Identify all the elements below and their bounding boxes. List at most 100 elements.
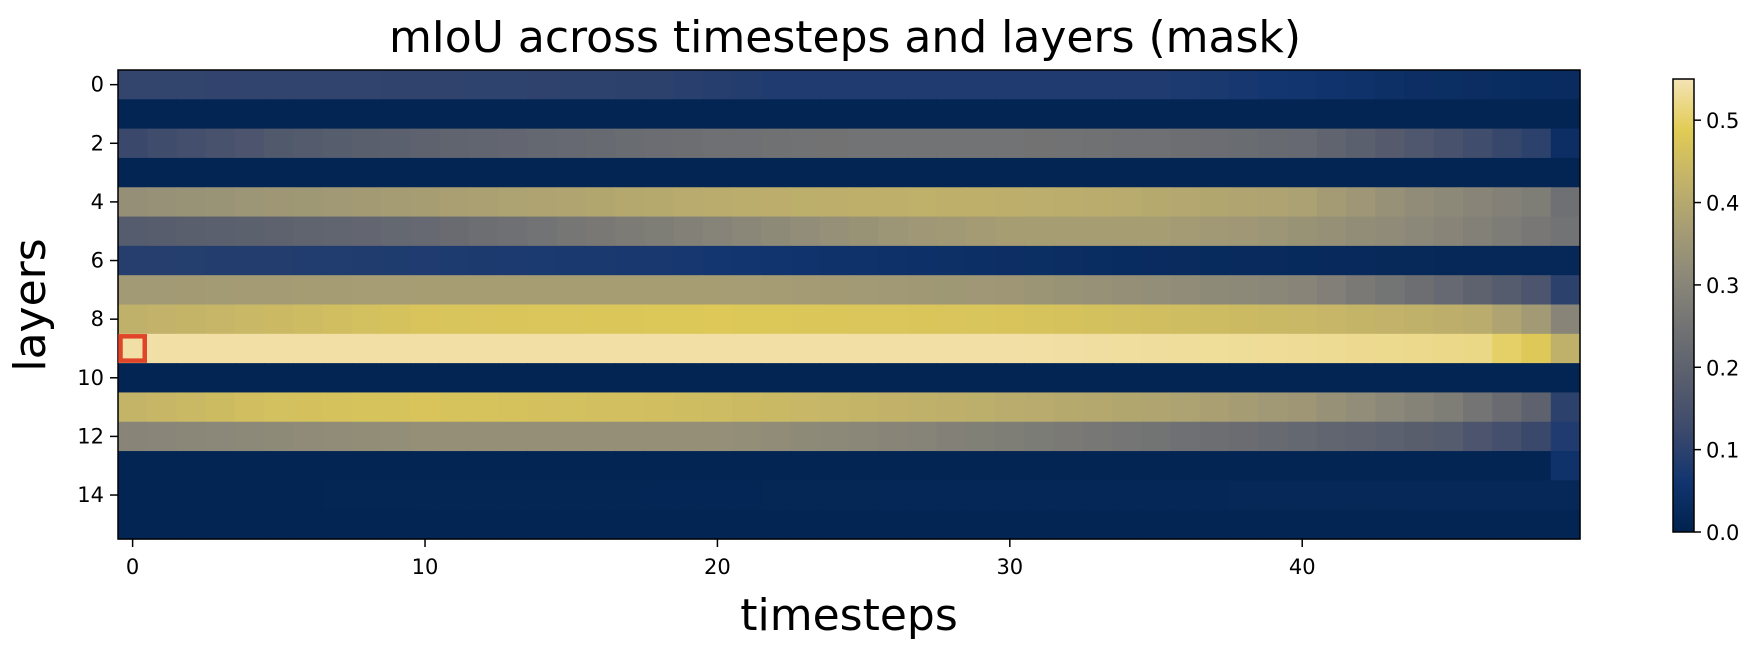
heatmap-cell xyxy=(849,70,879,100)
heatmap-cell xyxy=(147,99,178,130)
heatmap-cell xyxy=(264,363,295,394)
heatmap-cell xyxy=(264,157,295,188)
heatmap-cell xyxy=(1550,333,1581,364)
heatmap-cell xyxy=(234,480,265,511)
heatmap-cell xyxy=(761,480,792,511)
heatmap-cell xyxy=(1433,70,1464,100)
heatmap-cell xyxy=(381,480,411,511)
heatmap-cell xyxy=(293,187,324,218)
heatmap-cell xyxy=(849,392,879,423)
heatmap-cell xyxy=(1521,451,1552,481)
heatmap-cell xyxy=(1492,509,1523,540)
heatmap-cell xyxy=(205,99,236,130)
heatmap-cell xyxy=(995,157,1026,188)
heatmap-cell xyxy=(1258,480,1289,511)
heatmap-cell xyxy=(1550,157,1581,188)
heatmap-cell xyxy=(527,216,558,247)
heatmap-cell xyxy=(878,275,909,306)
heatmap-cell xyxy=(995,99,1026,130)
heatmap-cell xyxy=(1229,70,1259,100)
heatmap-cell xyxy=(1287,451,1318,481)
heatmap-cell xyxy=(381,392,411,423)
heatmap-cell xyxy=(819,451,850,481)
heatmap-cell xyxy=(381,245,411,276)
heatmap-cell xyxy=(498,421,528,452)
heatmap-cell xyxy=(147,70,178,100)
heatmap-cell xyxy=(585,333,616,364)
heatmap-cell xyxy=(381,157,411,188)
heatmap-cell xyxy=(527,187,558,218)
heatmap-cell xyxy=(1024,70,1055,100)
heatmap-cell xyxy=(1492,187,1523,218)
heatmap-cell xyxy=(176,157,207,188)
heatmap-cell xyxy=(1375,99,1406,130)
heatmap-cell xyxy=(234,275,265,306)
heatmap-cell xyxy=(790,157,821,188)
heatmap-cell xyxy=(1433,363,1464,394)
heatmap-cell xyxy=(1404,216,1435,247)
heatmap-cell xyxy=(907,128,938,159)
heatmap-cell xyxy=(1433,187,1464,218)
heatmap-cell xyxy=(1492,128,1523,159)
heatmap-cell xyxy=(264,392,295,423)
heatmap-cell xyxy=(819,70,850,100)
heatmap-cell xyxy=(761,128,792,159)
heatmap-cell xyxy=(673,509,704,540)
heatmap-cell xyxy=(1375,70,1406,100)
heatmap-cell xyxy=(234,509,265,540)
heatmap-cell xyxy=(176,363,207,394)
heatmap-cell xyxy=(1492,99,1523,130)
heatmap-cell xyxy=(1346,333,1376,364)
heatmap-cell xyxy=(351,392,382,423)
heatmap-cell xyxy=(1258,392,1289,423)
heatmap-cell xyxy=(1287,99,1318,130)
heatmap-cell xyxy=(1375,333,1406,364)
heatmap-cell xyxy=(615,392,645,423)
heatmap-cell xyxy=(1258,99,1289,130)
heatmap-cell xyxy=(322,333,353,364)
heatmap-cell xyxy=(702,275,733,306)
heatmap-cell xyxy=(556,363,587,394)
heatmap-cell xyxy=(907,245,938,276)
heatmap-cell xyxy=(1521,128,1552,159)
heatmap-cell xyxy=(1229,275,1259,306)
heatmap-cell xyxy=(1316,216,1347,247)
heatmap-cell xyxy=(147,157,178,188)
heatmap-cell xyxy=(1082,392,1113,423)
heatmap-cell xyxy=(761,304,792,335)
heatmap-cell xyxy=(322,70,353,100)
heatmap-cell xyxy=(849,480,879,511)
heatmap-cell xyxy=(1112,304,1142,335)
heatmap-cell xyxy=(351,451,382,481)
heatmap-cell xyxy=(1082,128,1113,159)
heatmap-cell xyxy=(790,333,821,364)
heatmap-cell xyxy=(849,245,879,276)
heatmap-cell xyxy=(1463,187,1493,218)
heatmap-cell xyxy=(761,421,792,452)
heatmap-cell xyxy=(819,333,850,364)
heatmap-cell xyxy=(1433,304,1464,335)
heatmap-cell xyxy=(1053,157,1084,188)
heatmap-cell xyxy=(1433,128,1464,159)
heatmap-cell xyxy=(1404,304,1435,335)
heatmap-cell xyxy=(1082,421,1113,452)
heatmap-cell xyxy=(1346,392,1376,423)
heatmap-cell xyxy=(527,304,558,335)
colorbar-ticks: 0.0 0.1 0.2 0.3 0.4 0.5 xyxy=(1694,109,1739,545)
heatmap-cell xyxy=(468,480,499,511)
heatmap-cell xyxy=(732,275,762,306)
heatmap-cell xyxy=(1229,99,1259,130)
heatmap-cell xyxy=(293,245,324,276)
heatmap-cell xyxy=(1199,363,1230,394)
heatmap-cell xyxy=(439,333,470,364)
heatmap-cell xyxy=(439,480,470,511)
heatmap-cell xyxy=(702,421,733,452)
heatmap-cell xyxy=(118,392,148,423)
heatmap-cell xyxy=(1287,216,1318,247)
heatmap-cell xyxy=(585,187,616,218)
heatmap-cell xyxy=(381,451,411,481)
heatmap-cell xyxy=(732,451,762,481)
heatmap-cell xyxy=(176,216,207,247)
heatmap-cell xyxy=(819,187,850,218)
heatmap-cell xyxy=(965,480,996,511)
